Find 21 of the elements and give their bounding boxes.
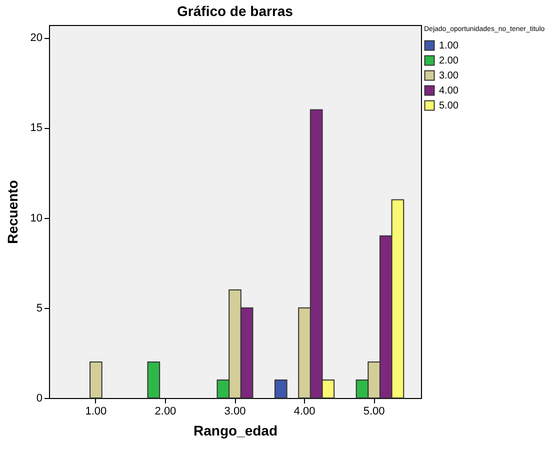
legend-label: 1.00 [439,40,459,52]
y-tick-label: 10 [30,212,42,224]
legend-label: 4.00 [439,86,459,96]
legend-label: 5.00 [439,100,459,112]
chart-title: Gráfico de barras [177,3,294,19]
y-tick-label: 20 [30,32,42,44]
x-axis-title: Rango_edad [193,422,278,438]
legend-label: 3.00 [439,70,459,82]
y-tick-label: 5 [36,302,42,314]
x-tick-label: 5.00 [363,406,385,418]
y-tick-label: 0 [36,392,42,404]
bar [147,361,160,398]
y-tick-label: 15 [30,122,42,134]
x-tick-label: 4.00 [294,406,316,418]
y-axis-title: Recuento [4,180,20,244]
x-tick-label: 1.00 [85,406,107,418]
legend-label: 2.00 [439,56,459,66]
bar [274,379,288,398]
bar [90,361,102,398]
x-tick-label: 2.00 [154,406,176,418]
x-tick-label: 3.00 [224,406,246,418]
